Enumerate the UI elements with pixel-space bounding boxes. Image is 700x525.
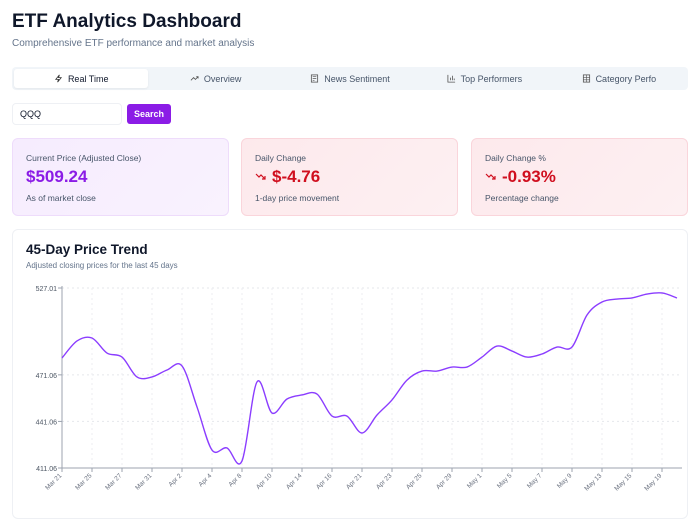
x-tick-label: May 7 bbox=[526, 472, 544, 490]
current-price-card: Current Price (Adjusted Close) $509.24 A… bbox=[12, 138, 229, 216]
daily-change-card: Daily Change $-4.76 1-day price movement bbox=[241, 138, 458, 216]
search-button[interactable]: Search bbox=[127, 104, 171, 124]
page-subtitle: Comprehensive ETF performance and market… bbox=[12, 38, 255, 49]
daily-change-percent-card: Daily Change % -0.93% Percentage change bbox=[471, 138, 688, 216]
card-label: Daily Change bbox=[255, 153, 307, 163]
x-tick-label: Mar 21 bbox=[44, 472, 64, 492]
x-tick-label: May 1 bbox=[466, 472, 484, 490]
card-value: -0.93% bbox=[485, 167, 674, 187]
tab-real-time[interactable]: Real Time bbox=[14, 69, 149, 88]
trending-down-icon bbox=[255, 173, 266, 180]
card-label: Current Price (Adjusted Close) bbox=[26, 153, 142, 163]
tab-bar: Real Time Overview News Sentiment Top Pe… bbox=[12, 67, 688, 90]
x-tick-label: May 15 bbox=[613, 472, 633, 492]
x-tick-label: Mar 27 bbox=[104, 472, 124, 492]
x-tick-label: Apr 21 bbox=[345, 472, 364, 491]
chart-subtitle: Adjusted closing prices for the last 45 … bbox=[26, 261, 178, 270]
x-tick-label: Apr 10 bbox=[255, 472, 274, 491]
trending-down-icon bbox=[485, 173, 496, 180]
tab-label: News Sentiment bbox=[324, 73, 390, 84]
x-tick-label: May 5 bbox=[496, 472, 514, 490]
newspaper-icon bbox=[311, 74, 319, 83]
card-subtext: As of market close bbox=[26, 193, 96, 203]
x-tick-label: Apr 29 bbox=[435, 472, 454, 491]
y-tick-label: 471.06 bbox=[36, 373, 58, 380]
x-tick-label: May 13 bbox=[583, 472, 603, 492]
chart-title: 45-Day Price Trend bbox=[26, 242, 148, 257]
price-line bbox=[61, 292, 678, 465]
tab-label: Real Time bbox=[67, 73, 109, 84]
y-tick-label: 441.06 bbox=[36, 419, 58, 426]
x-tick-label: Mar 31 bbox=[134, 472, 154, 492]
card-subtext: Percentage change bbox=[485, 193, 559, 203]
x-tick-label: Apr 14 bbox=[285, 472, 304, 491]
x-tick-label: Apr 4 bbox=[197, 472, 213, 488]
trending-up-icon bbox=[190, 76, 199, 81]
x-tick-label: Mar 25 bbox=[74, 472, 94, 492]
tab-news-sentiment[interactable]: News Sentiment bbox=[283, 69, 417, 88]
x-tick-label: May 9 bbox=[556, 472, 574, 490]
card-label: Daily Change % bbox=[485, 153, 546, 163]
tab-category-performance[interactable]: Category Perfo bbox=[552, 69, 686, 88]
price-trend-card: 45-Day Price Trend Adjusted closing pric… bbox=[12, 229, 688, 519]
current-price-value: $509.24 bbox=[26, 167, 88, 186]
card-subtext: 1-day price movement bbox=[255, 193, 340, 203]
x-tick-label: May 19 bbox=[643, 472, 663, 492]
page-title: ETF Analytics Dashboard bbox=[12, 11, 242, 32]
zap-icon bbox=[54, 74, 62, 83]
card-value: $509.24 bbox=[26, 167, 215, 187]
x-tick-label: Apr 23 bbox=[375, 472, 394, 491]
tab-label: Category Perfo bbox=[595, 73, 657, 84]
bar-chart-icon bbox=[447, 74, 455, 83]
x-tick-label: Apr 16 bbox=[315, 472, 334, 491]
x-tick-label: Apr 2 bbox=[167, 472, 183, 488]
tab-overview[interactable]: Overview bbox=[148, 69, 282, 88]
daily-change-percent-value: -0.93% bbox=[502, 167, 556, 186]
x-tick-label: Apr 8 bbox=[227, 472, 243, 488]
daily-change-value: $-4.76 bbox=[272, 167, 321, 186]
x-tick-label: Apr 25 bbox=[405, 472, 424, 491]
tab-label: Top Performers bbox=[460, 73, 523, 84]
table-icon bbox=[582, 74, 590, 83]
y-tick-label: 527.01 bbox=[36, 286, 58, 293]
tab-label: Overview bbox=[203, 73, 242, 84]
tab-top-performers[interactable]: Top Performers bbox=[417, 69, 551, 88]
y-tick-label: 411.06 bbox=[36, 466, 57, 473]
card-value: $-4.76 bbox=[255, 167, 444, 187]
ticker-search-input[interactable] bbox=[12, 103, 122, 125]
